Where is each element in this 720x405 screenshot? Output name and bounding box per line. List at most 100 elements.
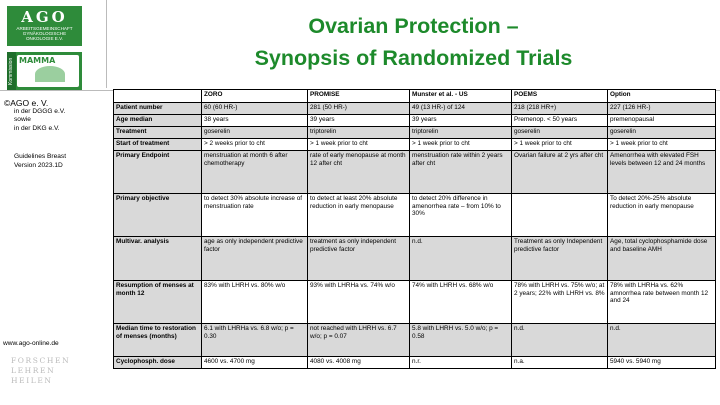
table-cell: 93% with LHRHa vs. 74% w/o xyxy=(307,280,410,324)
table-row: Multivar. analysis age as only independe… xyxy=(113,236,716,281)
table-row: Age median 38 years 39 years 39 years Pr… xyxy=(113,114,716,127)
mamma-logo: Kommission MAMMA xyxy=(7,52,82,90)
row-label: Treatment xyxy=(113,126,202,139)
row-label: Age median xyxy=(113,114,202,127)
table-cell: 5.8 with LHRH vs. 5.0 w/o; p = 0.58 xyxy=(409,323,512,357)
header-cell-promise: PROMISE xyxy=(307,89,410,103)
table-cell: n.d. xyxy=(607,323,716,357)
table-cell: n.d. xyxy=(409,236,512,281)
table-cell: Ovarian failure at 2 yrs after cht xyxy=(511,150,608,194)
table-cell: n.a. xyxy=(511,356,608,369)
title-line-1: Ovarian Protection – xyxy=(308,14,519,38)
org-line-1: in der DGGG e.V. xyxy=(14,107,66,115)
table-cell: > 1 week prior to cht xyxy=(511,138,608,151)
table-row: Treatment goserelin triptorelin triptore… xyxy=(113,126,716,139)
table-cell: to detect 30% absolute increase of menst… xyxy=(201,193,308,237)
table-cell: 60 (60 HR-) xyxy=(201,102,308,115)
table-cell: 281 (50 HR-) xyxy=(307,102,410,115)
table-cell: n.d. xyxy=(511,323,608,357)
row-label: Median time to restoration of menses (mo… xyxy=(113,323,202,357)
guidelines-line-2: Version 2023.1D xyxy=(14,161,63,169)
row-label: Primary objective xyxy=(113,193,202,237)
table-cell: 78% with LHRH vs. 75% w/o; at 2 years; 2… xyxy=(511,280,608,324)
table-cell: triptorelin xyxy=(409,126,512,139)
mamma-logo-shape xyxy=(35,66,65,82)
row-label: Primary Endpoint xyxy=(113,150,202,194)
row-label: Multivar. analysis xyxy=(113,236,202,281)
table-cell: 78% with LHRHa vs. 62% amnorrhea rate be… xyxy=(607,280,716,324)
guidelines-line-1: Guidelines Breast xyxy=(14,153,67,160)
table-row: Resumption of menses at month 12 83% wit… xyxy=(113,280,716,324)
table-cell: 5940 vs. 5940 mg xyxy=(607,356,716,369)
table-cell: to detect 20% difference in amenorrhea r… xyxy=(409,193,512,237)
table-cell: 4600 vs. 4700 mg xyxy=(201,356,308,369)
table-cell: premenopausal xyxy=(607,114,716,127)
table-row: Primary Endpoint menstruation at month 6… xyxy=(113,150,716,194)
table-cell: 39 years xyxy=(409,114,512,127)
trials-table: ZORO PROMISE Munster et al. - US POEMS O… xyxy=(113,89,716,369)
sidebar: AGO Arbeitsgemeinschaft Gynäkologische O… xyxy=(0,0,106,405)
table-cell: Treatment as only Independent predictive… xyxy=(511,236,608,281)
table-cell: triptorelin xyxy=(307,126,410,139)
table-cell: not reached with LHRH vs. 6.7 w/o; p = 0… xyxy=(307,323,410,357)
table-cell: treatment as only independent predictive… xyxy=(307,236,410,281)
motto-line-3: HEILEN xyxy=(11,376,53,385)
table-cell: Premenop. < 50 years xyxy=(511,114,608,127)
table-cell: 74% with LHRH vs. 68% w/o xyxy=(409,280,512,324)
table-cell: 38 years xyxy=(201,114,308,127)
table-cell: 39 years xyxy=(307,114,410,127)
website-link[interactable]: www.ago-online.de xyxy=(3,340,59,347)
table-cell: Age, total cyclophosphamide dose and bas… xyxy=(607,236,716,281)
table-cell: To detect 20%-25% absolute reduction in … xyxy=(607,193,716,237)
table-cell: Amenorrhea with elevated FSH levels betw… xyxy=(607,150,716,194)
table-cell: 83% with LHRH vs. 80% w/o xyxy=(201,280,308,324)
table-cell: 6.1 with LHRHa vs. 6.8 w/o; p = 0.30 xyxy=(201,323,308,357)
title-line-2: Synopsis of Randomized Trials xyxy=(254,46,573,70)
page-title: Ovarian Protection – Synopsis of Randomi… xyxy=(107,10,720,74)
mamma-logo-text: MAMMA xyxy=(19,56,56,65)
table-header-row: ZORO PROMISE Munster et al. - US POEMS O… xyxy=(113,89,716,103)
header-cell-option: Option xyxy=(607,89,716,103)
table-cell: 227 (126 HR-) xyxy=(607,102,716,115)
table-cell: > 1 week prior to cht xyxy=(607,138,716,151)
header-cell xyxy=(113,89,202,103)
table-row: Primary objective to detect 30% absolute… xyxy=(113,193,716,237)
table-cell: n.r. xyxy=(409,356,512,369)
table-row: Cyclophosph. dose 4600 vs. 4700 mg 4080 … xyxy=(113,356,716,369)
row-label: Start of treatment xyxy=(113,138,202,151)
table-cell: 49 (13 HR-) of 124 xyxy=(409,102,512,115)
table-row: Patient number 60 (60 HR-) 281 (50 HR-) … xyxy=(113,102,716,115)
table-cell: > 1 week prior to cht xyxy=(409,138,512,151)
table-row: Start of treatment > 2 weeks prior to ch… xyxy=(113,138,716,151)
table-cell: 4080 vs. 4008 mg xyxy=(307,356,410,369)
table-cell: goserelin xyxy=(607,126,716,139)
ago-logo: AGO Arbeitsgemeinschaft Gynäkologische O… xyxy=(7,6,82,46)
ago-logo-subtext: Arbeitsgemeinschaft Gynäkologische Onkol… xyxy=(16,26,73,41)
table-cell: goserelin xyxy=(201,126,308,139)
motto-line-2: LEHREN xyxy=(11,366,56,375)
table-cell xyxy=(511,193,608,237)
guidelines-version: Guidelines Breast Version 2023.1D xyxy=(14,153,66,170)
table-cell: > 1 week prior to cht xyxy=(307,138,410,151)
table-cell: 218 (218 HR+) xyxy=(511,102,608,115)
table-cell: menstruation at month 6 after chemothera… xyxy=(201,150,308,194)
org-line-2: sowie xyxy=(14,116,31,123)
header-divider-vertical xyxy=(106,0,107,88)
row-label: Cyclophosph. dose xyxy=(113,356,202,369)
header-cell-poems: POEMS xyxy=(511,89,608,103)
header-cell-zoro: ZORO xyxy=(201,89,308,103)
table-cell: age as only independent predictive facto… xyxy=(201,236,308,281)
table-cell: menstruation rate within 2 years after c… xyxy=(409,150,512,194)
table-cell: goserelin xyxy=(511,126,608,139)
table-row: Median time to restoration of menses (mo… xyxy=(113,323,716,357)
header-cell-munster: Munster et al. - US xyxy=(409,89,512,103)
mamma-logo-band: Kommission xyxy=(7,52,16,90)
org-line-3: in der DKG e.V. xyxy=(14,124,60,132)
row-label: Resumption of menses at month 12 xyxy=(113,280,202,324)
row-label: Patient number xyxy=(113,102,202,115)
ago-logo-text: AGO xyxy=(21,8,68,26)
motto: FORSCHEN LEHREN HEILEN xyxy=(11,356,70,386)
org-block: ©AGO e. V. in der DGGG e.V. sowie in der… xyxy=(4,99,104,133)
table-cell: to detect at least 20% absolute reductio… xyxy=(307,193,410,237)
table-cell: rate of early menopause at month 12 afte… xyxy=(307,150,410,194)
